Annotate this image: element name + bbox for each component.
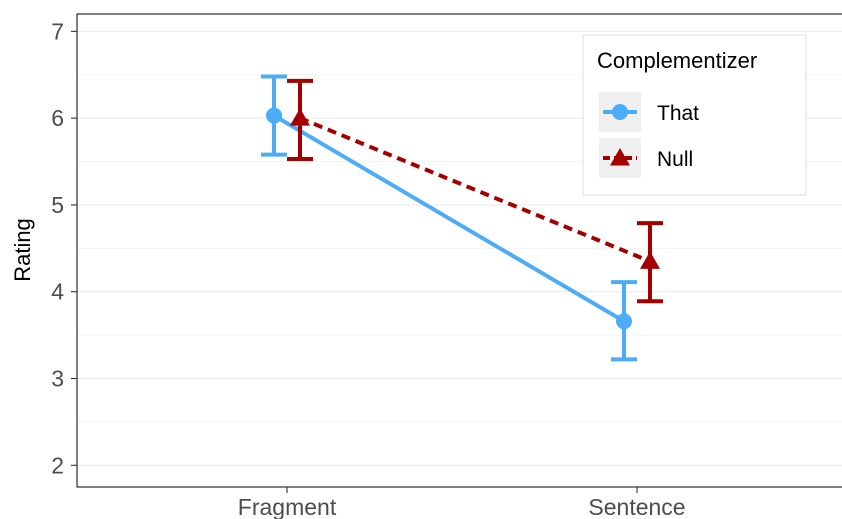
legend: Complementizer That Null: [582, 34, 807, 196]
y-tick-label: 6: [51, 105, 64, 131]
legend-key-marker: [612, 104, 628, 120]
series-null: [287, 78, 663, 304]
legend-key-marker: [610, 148, 630, 166]
data-point: [290, 108, 310, 126]
legend-label: That: [657, 102, 699, 125]
series-layer: [261, 74, 663, 362]
y-tick-label: 5: [51, 192, 64, 218]
series-line: [299, 116, 651, 264]
legend-title: Complementizer: [597, 48, 757, 73]
y-tick-label: 4: [51, 279, 64, 305]
y-tick-label: 3: [51, 366, 64, 392]
legend-label: Null: [657, 148, 693, 171]
plot-panel-border: [76, 13, 842, 488]
x-tick-label: Fragment: [238, 494, 337, 519]
data-point: [266, 107, 282, 124]
data-point: [616, 313, 632, 330]
y-axis-title: Rating: [10, 218, 35, 282]
legend-item-that: That: [599, 92, 699, 132]
series-line: [272, 113, 626, 323]
legend-item-null: Null: [599, 138, 693, 178]
x-tick-label: Sentence: [588, 494, 685, 519]
data-point: [640, 251, 660, 269]
axes: 2 3 4 5 6 7 Fragment Sentence: [51, 18, 685, 519]
y-tick-label: 7: [51, 18, 64, 44]
series-that: [261, 74, 637, 362]
y-tick-label: 2: [51, 452, 64, 478]
